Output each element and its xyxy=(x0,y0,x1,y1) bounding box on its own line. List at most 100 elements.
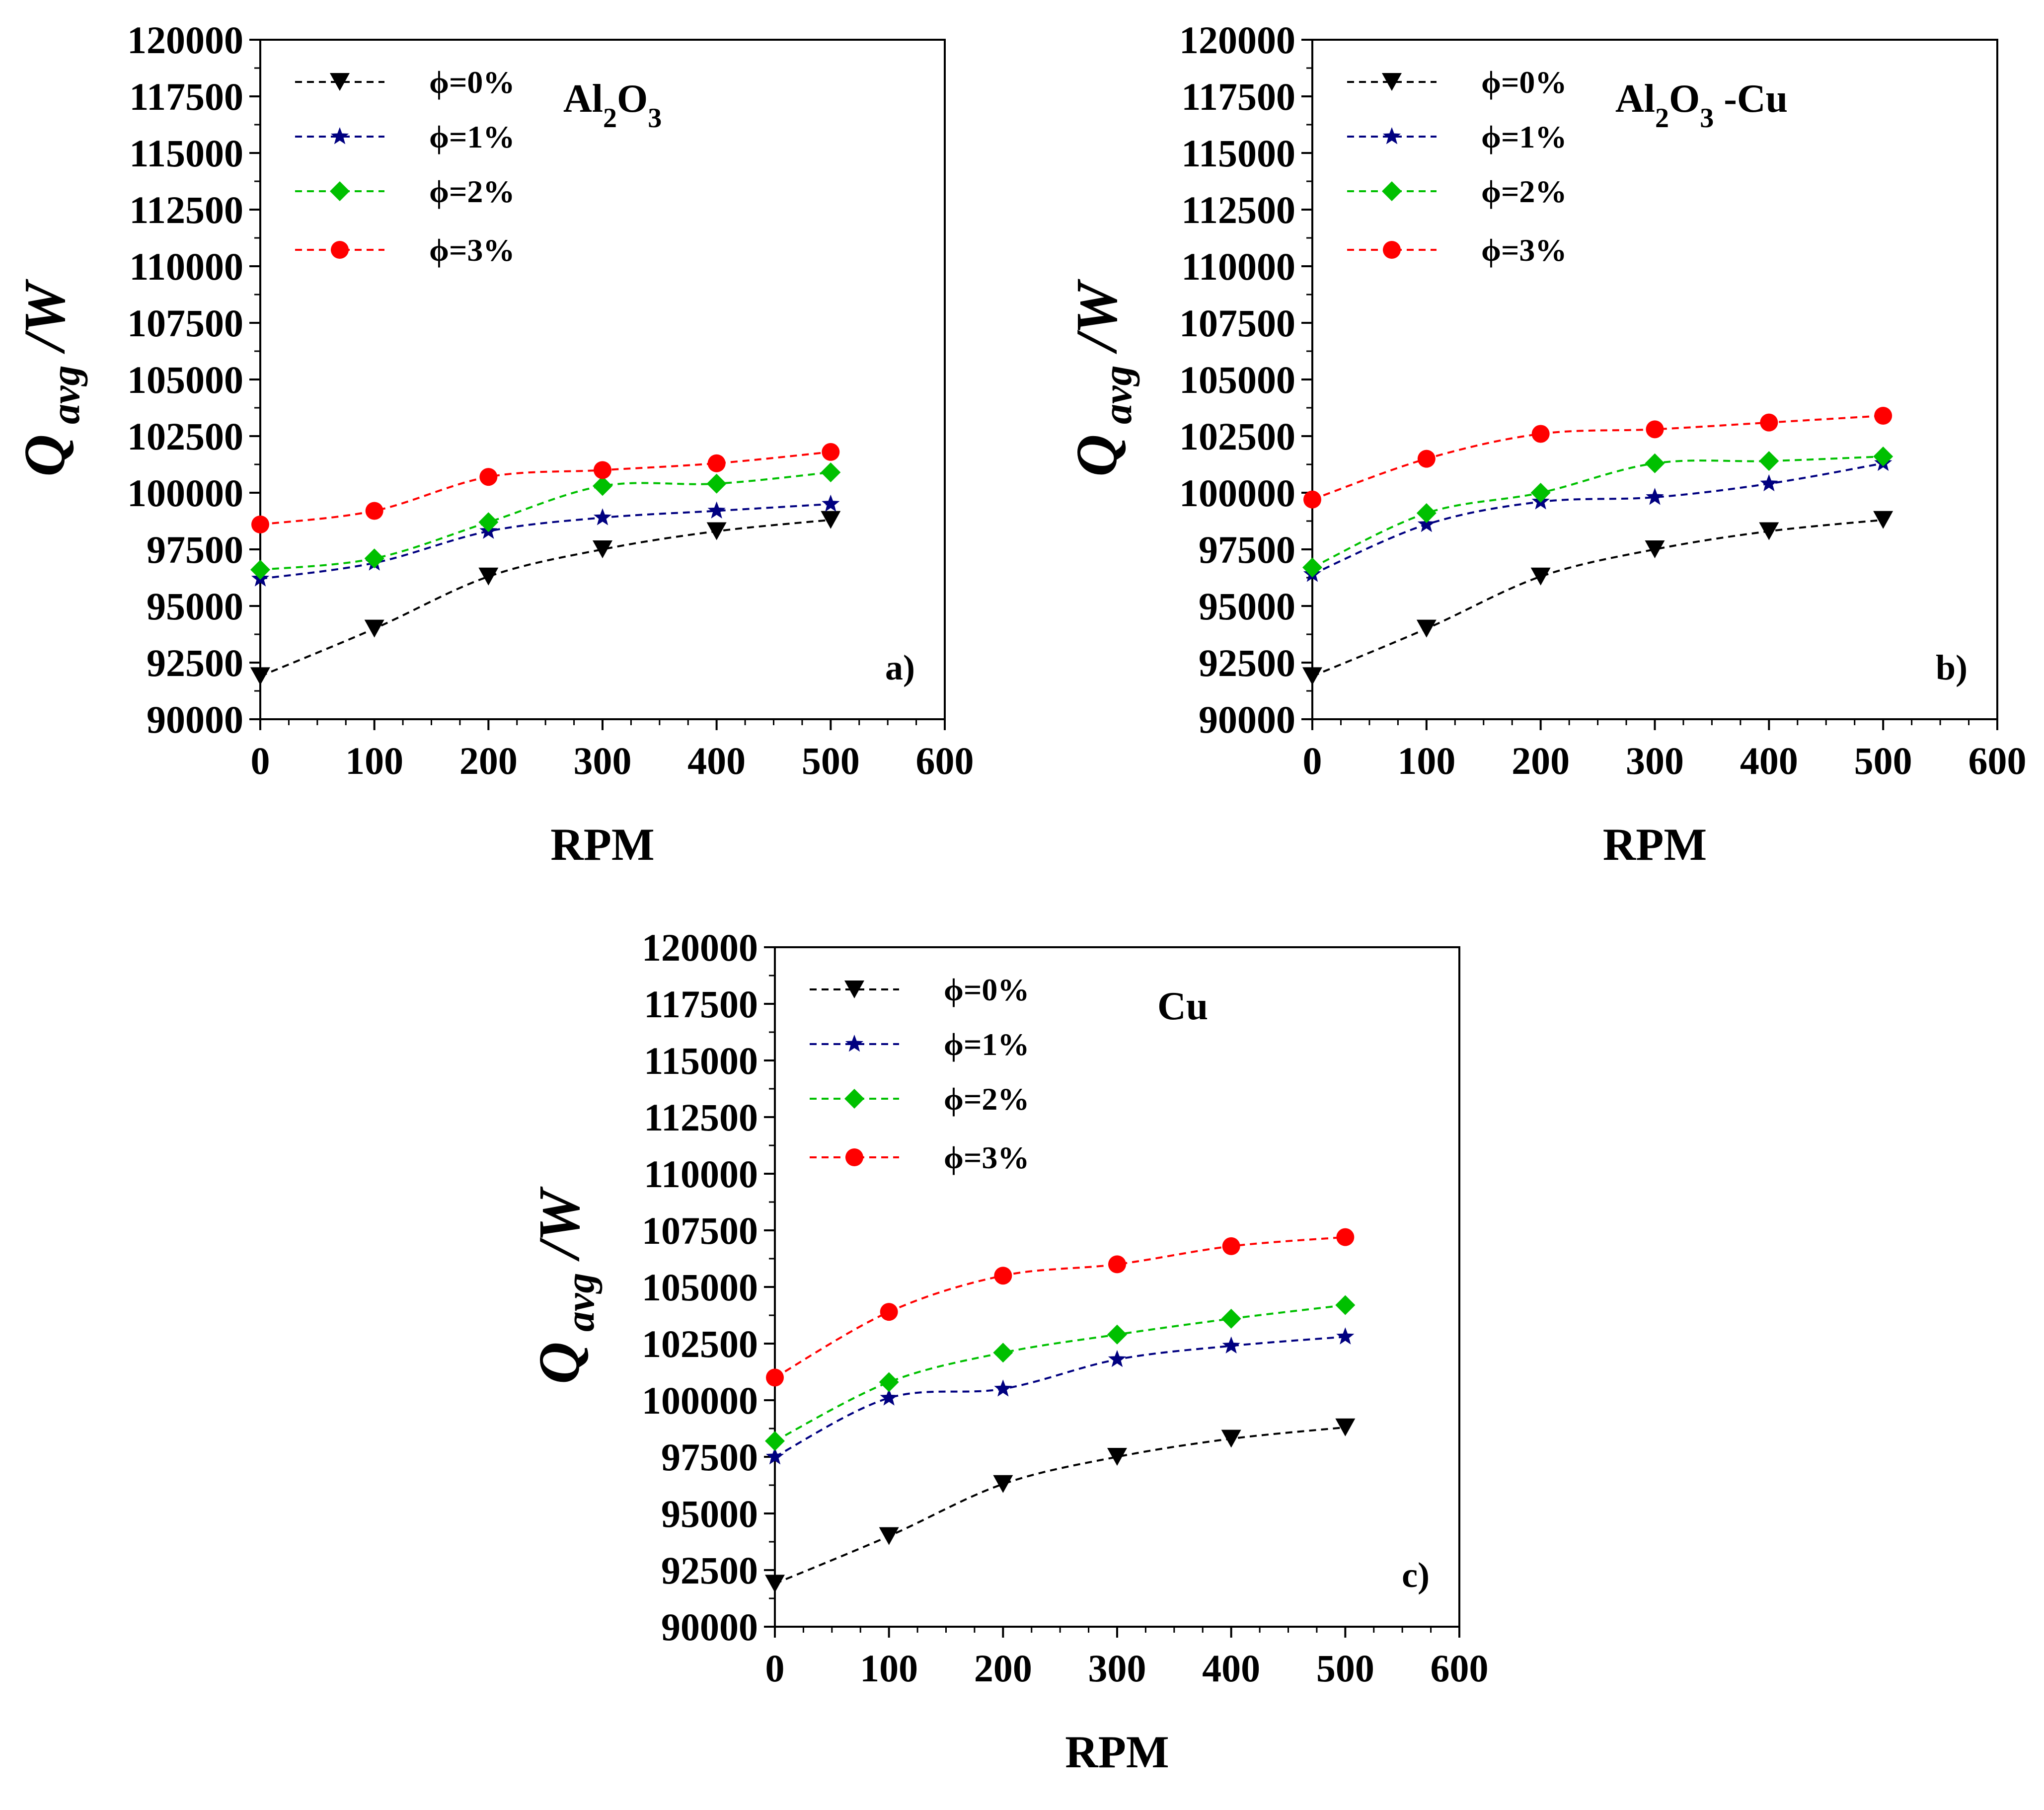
data-point xyxy=(1760,413,1778,432)
legend-label: ϕ=0% xyxy=(1481,65,1567,100)
plot-frame xyxy=(774,946,1460,1628)
y-tick-label: 90000 xyxy=(661,1605,758,1649)
series-line xyxy=(1312,462,1884,575)
x-axis-title: RPM xyxy=(1065,1727,1169,1777)
series-line xyxy=(260,451,831,526)
legend-marker xyxy=(331,241,349,259)
y-axis-title: Q avg /W xyxy=(12,279,88,476)
data-point xyxy=(879,1527,899,1545)
data-point xyxy=(1302,557,1322,578)
y-tick-label: 92500 xyxy=(661,1549,758,1592)
data-point xyxy=(1221,1430,1241,1448)
x-tick-label: 600 xyxy=(1968,739,2027,782)
series-3 xyxy=(766,1228,1355,1387)
data-point xyxy=(765,1447,784,1465)
data-point xyxy=(251,515,269,533)
legend-label: ϕ=2% xyxy=(944,1081,1029,1117)
data-point xyxy=(364,548,384,569)
plot-frame xyxy=(259,39,946,720)
legend: ϕ=0% ϕ=1% ϕ=2% ϕ=3% xyxy=(810,972,1029,1175)
data-point xyxy=(1336,1228,1355,1246)
data-point xyxy=(1417,450,1436,468)
panel-tag: c) xyxy=(1402,1555,1430,1595)
y-tick-label: 120000 xyxy=(1179,18,1295,62)
legend-marker xyxy=(1383,241,1401,259)
data-point xyxy=(593,476,612,496)
x-tick-label: 0 xyxy=(251,739,270,782)
x-axis-title: RPM xyxy=(1603,819,1707,870)
series-line xyxy=(774,1236,1346,1379)
y-tick-label: 107500 xyxy=(127,302,243,345)
plot-frame xyxy=(1311,39,1998,720)
y-tick-label: 95000 xyxy=(1199,585,1295,628)
series-1 xyxy=(1303,453,1893,582)
data-point xyxy=(880,1303,898,1321)
data-point xyxy=(706,522,727,540)
series-3 xyxy=(251,443,840,533)
x-tick-label: 500 xyxy=(1854,739,1912,782)
data-point xyxy=(1222,1336,1240,1354)
data-point xyxy=(1222,1237,1240,1255)
y-tick-label: 112500 xyxy=(644,1096,758,1139)
x-tick-label: 400 xyxy=(1202,1647,1260,1690)
y-tick-label: 110000 xyxy=(129,245,243,288)
data-point xyxy=(1759,522,1779,540)
data-point xyxy=(478,512,499,532)
panel-tag: b) xyxy=(1936,648,1968,687)
panel-title: Al2O3 -Cu xyxy=(1615,77,1788,134)
series-line xyxy=(260,519,831,678)
y-tick-label: 117500 xyxy=(644,982,758,1026)
legend-label: ϕ=1% xyxy=(1481,119,1567,154)
x-tick-label: 100 xyxy=(1397,739,1455,782)
data-point xyxy=(765,1431,785,1451)
data-point xyxy=(993,1343,1013,1363)
panel-b: 90000 92500 95000 97500 100000 102500 105000 10… xyxy=(1064,18,2027,870)
series-line xyxy=(1312,455,1884,569)
data-point xyxy=(1873,511,1893,529)
legend-label: ϕ=3% xyxy=(1481,232,1567,268)
data-point xyxy=(1221,1308,1241,1329)
y-tick-label: 102500 xyxy=(1179,415,1295,458)
data-point xyxy=(478,567,499,586)
data-point xyxy=(707,454,726,472)
legend-label: ϕ=3% xyxy=(429,232,515,268)
data-point xyxy=(1530,483,1551,503)
data-point xyxy=(364,619,384,638)
y-tick-label: 90000 xyxy=(147,698,243,741)
series-0 xyxy=(250,511,841,685)
panel-title: Al2O3 xyxy=(563,77,662,134)
data-point xyxy=(707,501,726,519)
y-tick-label: 95000 xyxy=(147,585,243,628)
y-tick-label: 102500 xyxy=(642,1322,758,1365)
x-tick-label: 200 xyxy=(974,1647,1032,1690)
x-tick-label: 600 xyxy=(1431,1647,1489,1690)
y-tick-label: 112500 xyxy=(1181,188,1295,231)
data-point xyxy=(1646,420,1664,439)
data-point xyxy=(365,502,383,520)
legend-label: ϕ=0% xyxy=(429,65,515,100)
legend-label: ϕ=1% xyxy=(944,1027,1029,1062)
x-tick-label: 600 xyxy=(916,739,974,782)
y-tick-label: 105000 xyxy=(642,1266,758,1309)
data-point xyxy=(880,1388,898,1406)
data-point xyxy=(1336,1327,1355,1345)
data-point xyxy=(1759,451,1779,471)
data-point xyxy=(1645,453,1665,473)
y-tick-label: 117500 xyxy=(129,75,243,118)
data-point xyxy=(993,1475,1013,1493)
data-point xyxy=(250,560,270,580)
y-tick-label: 95000 xyxy=(661,1492,758,1535)
panel-c: 90000 92500 95000 97500 100000 102500 105000 10… xyxy=(527,926,1489,1777)
data-point xyxy=(250,667,270,685)
y-tick-label: 97500 xyxy=(661,1435,758,1479)
legend-marker xyxy=(330,181,350,201)
y-tick-label: 92500 xyxy=(1199,641,1295,684)
x-tick-label: 300 xyxy=(1626,739,1684,782)
series-line xyxy=(1312,414,1884,501)
data-point xyxy=(1760,474,1778,492)
series-line xyxy=(774,1426,1346,1585)
legend-marker xyxy=(844,1089,864,1109)
legend-label: ϕ=1% xyxy=(429,119,515,154)
series-1 xyxy=(251,494,840,587)
